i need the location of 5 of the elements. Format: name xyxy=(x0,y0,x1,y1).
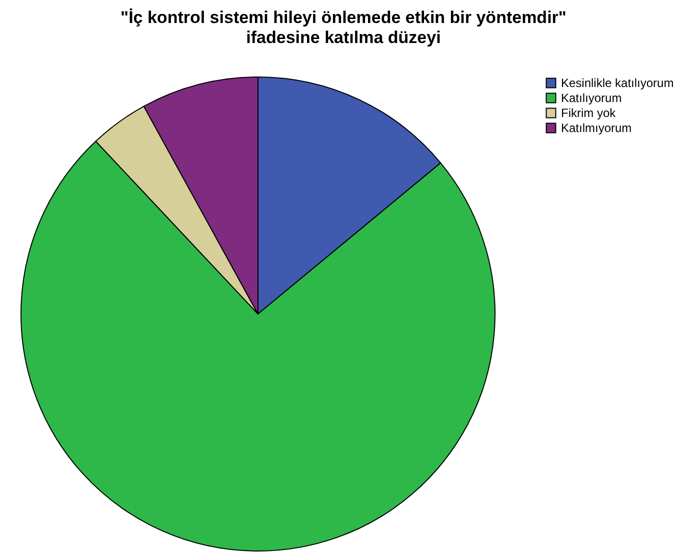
legend-label: Katılıyorum xyxy=(561,91,622,105)
legend-label: Fikrim yok xyxy=(561,106,617,120)
legend-label: Kesinlikle katılıyorum xyxy=(561,76,674,90)
chart-title: "İç kontrol sistemi hileyi önlemede etkin bir yöntemdir" ifadesine katılma düzeyi xyxy=(120,7,568,48)
legend-label: Katılmıyorum xyxy=(561,121,632,135)
